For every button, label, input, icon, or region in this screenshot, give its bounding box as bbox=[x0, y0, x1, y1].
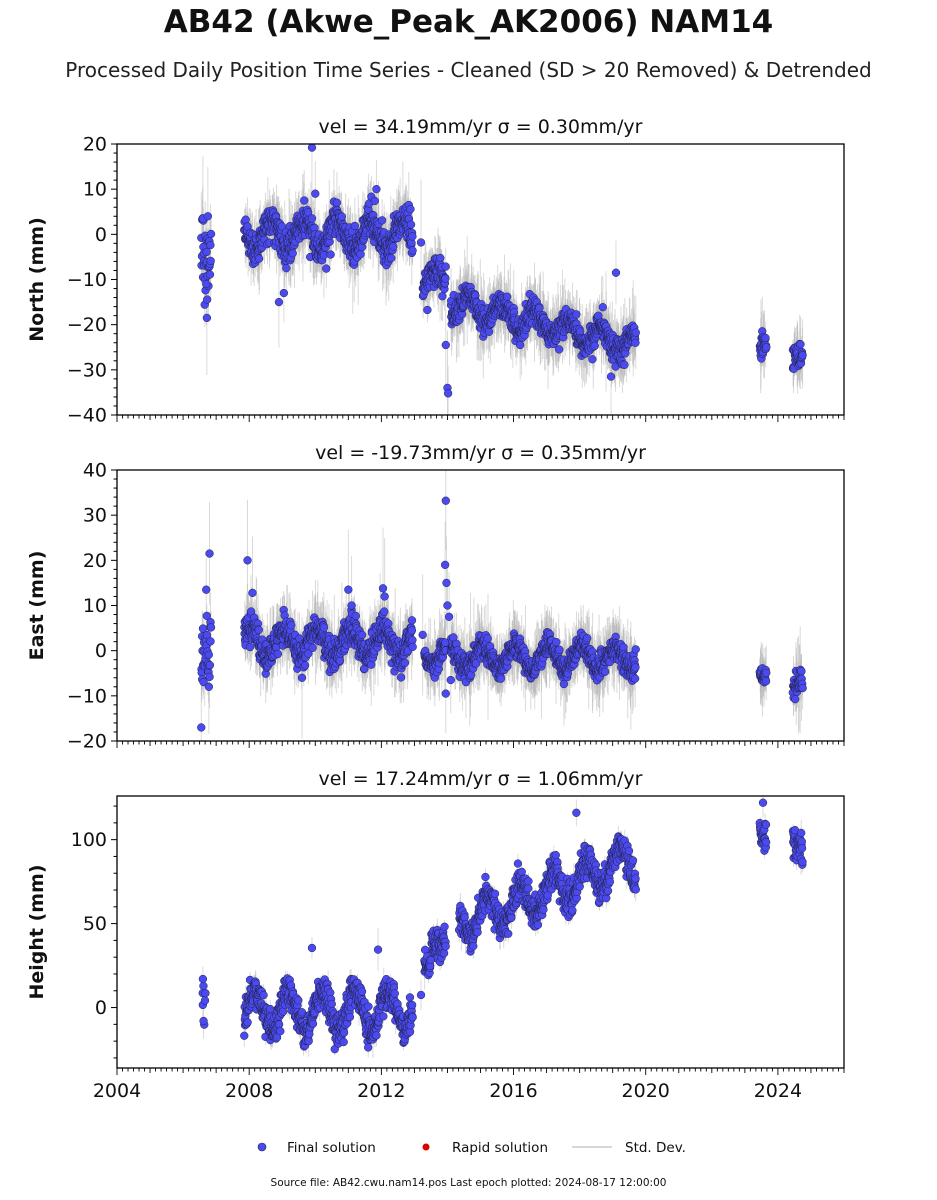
data-point bbox=[503, 292, 512, 301]
data-point bbox=[438, 292, 447, 301]
data-point bbox=[282, 264, 291, 273]
data-point bbox=[416, 238, 426, 247]
ytick-label: −30 bbox=[67, 359, 107, 381]
data-point bbox=[377, 216, 387, 225]
data-point bbox=[206, 229, 216, 239]
std-bars-east bbox=[200, 470, 804, 741]
ytick-label: −40 bbox=[67, 405, 107, 427]
data-point bbox=[554, 345, 564, 354]
panel-north: vel = 34.19mm/yr σ = 0.30mm/yr North (mm)… bbox=[26, 116, 845, 427]
data-point bbox=[332, 198, 342, 207]
data-point bbox=[307, 144, 317, 152]
data-point bbox=[441, 340, 450, 350]
data-point bbox=[300, 196, 309, 205]
data-point bbox=[279, 288, 289, 298]
data-point bbox=[406, 220, 416, 229]
data-point bbox=[370, 196, 380, 206]
ylabel-north: North (mm) bbox=[26, 217, 48, 342]
data-point bbox=[356, 250, 365, 259]
panel-east: vel = -19.73mm/yr σ = 0.35mm/yr East (mm)… bbox=[26, 442, 845, 753]
data-point bbox=[631, 338, 640, 347]
data-point bbox=[798, 351, 807, 360]
data-point bbox=[206, 240, 215, 250]
data-point bbox=[611, 268, 621, 277]
data-point bbox=[288, 249, 297, 258]
data-point bbox=[203, 212, 213, 221]
data-point bbox=[406, 205, 415, 214]
data-point bbox=[441, 262, 450, 271]
data-point bbox=[202, 279, 211, 289]
data-point bbox=[516, 340, 525, 350]
data-point bbox=[372, 185, 381, 194]
data-point bbox=[572, 310, 581, 319]
data-point bbox=[588, 355, 597, 364]
panel-title-east: vel = -19.73mm/yr σ = 0.35mm/yr bbox=[315, 442, 646, 464]
data-point bbox=[202, 611, 211, 620]
data-point bbox=[202, 313, 212, 323]
data-point bbox=[408, 246, 417, 255]
data-point bbox=[387, 253, 396, 263]
data-point bbox=[202, 630, 212, 640]
data-point bbox=[337, 212, 347, 221]
data-point bbox=[241, 215, 250, 224]
data-point bbox=[307, 214, 317, 223]
data-point bbox=[590, 341, 599, 350]
panel-title-north: vel = 34.19mm/yr σ = 0.30mm/yr bbox=[319, 116, 643, 138]
data-point bbox=[535, 303, 544, 313]
data-point bbox=[389, 242, 398, 251]
data-point bbox=[205, 672, 214, 682]
data-point bbox=[254, 254, 264, 263]
data-point bbox=[350, 221, 359, 231]
data-point bbox=[436, 253, 445, 263]
data-point bbox=[606, 372, 616, 381]
data-point bbox=[423, 305, 432, 315]
data-point bbox=[205, 270, 215, 279]
chart-title: AB42 (Akwe_Peak_AK2006) NAM14 bbox=[163, 4, 774, 40]
data-point bbox=[761, 333, 770, 343]
data-north bbox=[197, 144, 807, 415]
data-east bbox=[197, 470, 807, 741]
ytick-label: 20 bbox=[83, 134, 107, 156]
data-point bbox=[311, 189, 320, 198]
ytick-label: 0 bbox=[95, 224, 107, 246]
data-point bbox=[408, 232, 417, 241]
data-point bbox=[199, 677, 208, 687]
data-point bbox=[631, 328, 640, 337]
points-east bbox=[197, 496, 807, 732]
data-point bbox=[203, 295, 212, 304]
data-point bbox=[206, 256, 215, 266]
data-point bbox=[202, 247, 211, 257]
ylabel-east: East (mm) bbox=[26, 551, 48, 661]
data-point bbox=[762, 343, 771, 352]
ytick-label: 10 bbox=[83, 179, 107, 201]
data-point bbox=[620, 360, 629, 370]
data-point bbox=[796, 340, 805, 349]
points-north bbox=[197, 144, 807, 398]
data-point bbox=[443, 389, 453, 398]
data-point bbox=[598, 303, 607, 312]
chart-subtitle: Processed Daily Position Time Series - C… bbox=[65, 58, 872, 82]
ytick-label: −20 bbox=[67, 314, 107, 336]
data-point bbox=[274, 297, 284, 307]
ytick-label: −10 bbox=[67, 269, 107, 291]
data-point bbox=[322, 264, 331, 273]
data-point bbox=[326, 250, 335, 259]
data-point bbox=[441, 274, 450, 283]
data-point bbox=[204, 650, 213, 659]
